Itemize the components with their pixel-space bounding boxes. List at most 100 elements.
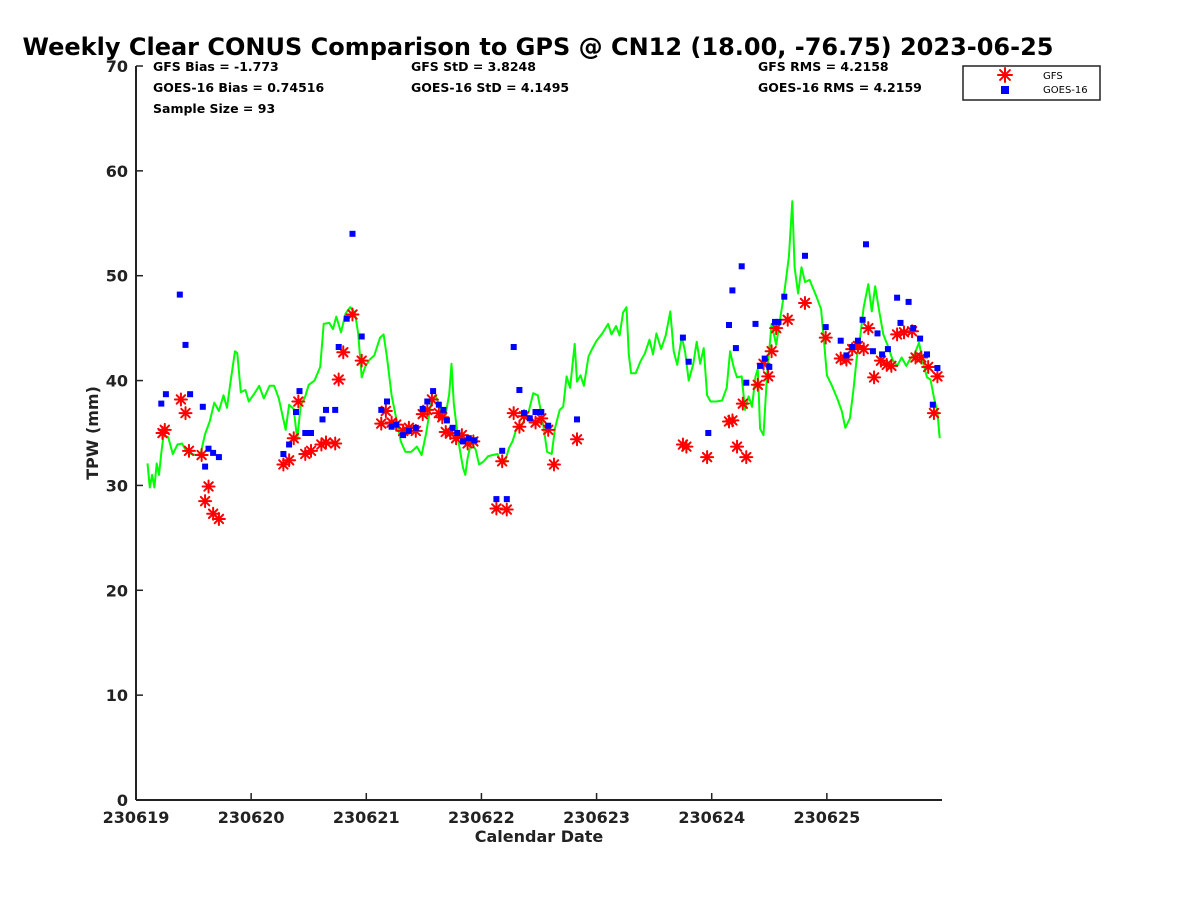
goes-16-point xyxy=(879,351,886,358)
gfs-point xyxy=(512,419,527,434)
gfs-point xyxy=(739,450,754,465)
x-tick-label: 230621 xyxy=(333,808,400,827)
gfs-point xyxy=(861,321,876,336)
goes-16-point xyxy=(405,427,412,434)
gfs-point xyxy=(194,448,209,463)
goes-16-point xyxy=(323,406,329,413)
x-tick-label: 230622 xyxy=(448,808,515,827)
goes-16-point xyxy=(319,416,326,423)
gfs-point xyxy=(546,457,561,472)
goes-16-point xyxy=(757,362,764,369)
goes-16-point xyxy=(440,406,447,413)
gfs-point xyxy=(304,443,319,458)
goes-16-point xyxy=(302,430,309,436)
gfs-std-text: GFS StD = 3.8248 xyxy=(411,59,536,74)
goes-16-point xyxy=(802,252,808,259)
goes-bias-text: GOES-16 Bias = 0.74516 xyxy=(153,80,324,95)
gfs-point xyxy=(818,330,833,345)
goes-16-point xyxy=(526,415,533,422)
goes-16-point xyxy=(205,445,212,452)
gfs-series xyxy=(155,295,945,526)
y-tick-label: 40 xyxy=(106,372,128,391)
gfs-point xyxy=(506,406,521,421)
goes-16-point xyxy=(384,398,390,405)
goes-16-point xyxy=(162,391,169,398)
gfs-point xyxy=(926,406,941,421)
goes-16-point xyxy=(905,298,912,305)
goes-16-point xyxy=(859,316,866,323)
goes-16-point xyxy=(158,400,165,407)
goes-16-point xyxy=(499,447,506,454)
goes-16-point xyxy=(761,355,768,362)
goes-16-point xyxy=(854,337,861,344)
goes-16-point xyxy=(884,346,891,353)
goes-16-point xyxy=(176,291,183,298)
gfs-point xyxy=(495,454,510,469)
gfs-point xyxy=(700,450,715,465)
plot-axes: 0 10 20 30 40 50 60 70 230619 230620 230621 230622… xyxy=(103,57,942,827)
goes-16-point xyxy=(705,430,712,436)
gfs-point xyxy=(735,396,750,411)
goes-16-point xyxy=(738,263,745,270)
legend-goes-label: GOES-16 xyxy=(1043,85,1088,96)
y-tick-label: 20 xyxy=(106,581,128,600)
gfs-point xyxy=(569,432,584,447)
goes-16-point xyxy=(454,430,461,436)
goes-16-point xyxy=(934,365,941,371)
legend-gfs-marker xyxy=(997,67,1013,83)
gfs-point xyxy=(354,353,369,368)
goes-16-point xyxy=(286,441,293,448)
goes-16-point xyxy=(343,315,350,322)
goes-16-point xyxy=(430,388,437,395)
goes-16-point xyxy=(443,417,450,424)
chart-title: Weekly Clear CONUS Comparison to GPS @ C… xyxy=(23,33,1054,61)
x-tick-label: 230623 xyxy=(563,808,630,827)
goes-16-point xyxy=(435,401,442,408)
goes-16-point xyxy=(924,351,930,358)
gfs-rms-text: GFS RMS = 4.2158 xyxy=(758,59,889,74)
gfs-point xyxy=(489,501,504,516)
gfs-point xyxy=(499,502,514,517)
gfs-legend-asterisk xyxy=(997,67,1013,83)
gfs-point xyxy=(725,413,740,428)
goes-16-point xyxy=(503,496,510,503)
goes-16-point xyxy=(732,345,739,352)
gfs-point xyxy=(331,372,346,387)
goes-16-point xyxy=(532,409,539,415)
goes-16-point xyxy=(726,322,732,328)
gfs-point xyxy=(921,359,936,374)
goes-16-point xyxy=(378,406,385,413)
goes-16-point xyxy=(843,352,850,359)
goes-16-point xyxy=(424,398,431,405)
gfs-point xyxy=(282,453,297,468)
goes-rms-text: GOES-16 RMS = 4.2159 xyxy=(758,80,922,95)
gfs-point xyxy=(897,325,912,340)
gfs-point xyxy=(534,411,549,426)
gfs-point xyxy=(761,369,776,384)
goes-16-point xyxy=(897,319,904,326)
gfs-point xyxy=(867,370,882,385)
x-ticks: 230619 230620 230621 230622 230623 230624 2306… xyxy=(103,793,860,827)
goes-16-point xyxy=(412,424,419,431)
gfs-point xyxy=(291,394,306,409)
goes-std-text: GOES-16 StD = 4.1495 xyxy=(411,80,569,95)
y-tick-label: 50 xyxy=(106,267,128,286)
x-tick-label: 230619 xyxy=(103,808,170,827)
y-tick-label: 0 xyxy=(117,791,128,810)
goes-16-point xyxy=(296,388,303,395)
goes-16-point xyxy=(538,409,545,415)
gps-line xyxy=(146,200,941,489)
gfs-point xyxy=(276,457,291,472)
gfs-point xyxy=(374,416,389,431)
legend-goes-marker xyxy=(1001,86,1009,94)
gfs-point xyxy=(286,431,301,446)
gfs-point xyxy=(764,344,779,359)
goes-16-point xyxy=(766,363,773,370)
goes-16-point xyxy=(332,406,339,413)
gfs-point xyxy=(178,406,193,421)
sample-size-text: Sample Size = 93 xyxy=(153,101,275,116)
goes-16-point xyxy=(308,430,314,436)
y-tick-label: 70 xyxy=(106,57,128,76)
gfs-point xyxy=(318,435,333,450)
